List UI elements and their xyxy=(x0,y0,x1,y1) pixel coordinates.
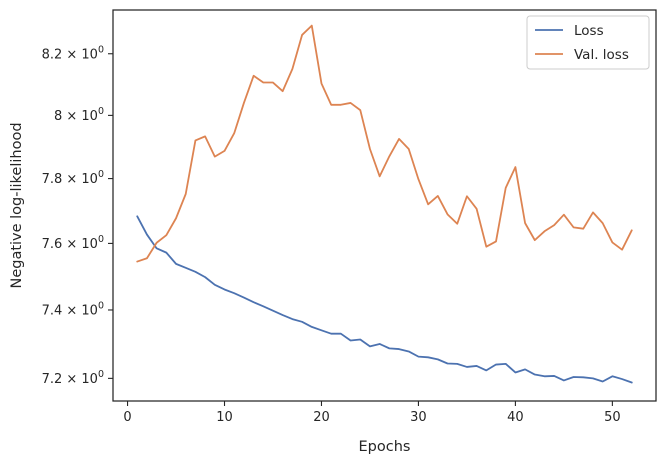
x-tick-label: 10 xyxy=(216,410,233,425)
x-tick-label: 0 xyxy=(123,410,131,425)
series-line-val-loss xyxy=(136,24,633,263)
y-axis-label: Negative log-likelihood xyxy=(9,122,25,288)
y-tick-label: 7.2 × 100 xyxy=(42,369,104,387)
y-tick-label: 8.2 × 100 xyxy=(42,44,104,62)
plot-frame xyxy=(112,9,657,402)
series-layer xyxy=(136,24,633,384)
x-tick-label: 20 xyxy=(313,410,330,425)
plot-background xyxy=(113,10,656,401)
x-axis-label: Epochs xyxy=(359,439,411,455)
x-tick-label: 40 xyxy=(507,410,524,425)
y-tick-label: 7.8 × 100 xyxy=(42,169,104,187)
x-tick-label: 30 xyxy=(410,410,427,425)
legend-label-val-loss: Val. loss xyxy=(574,47,629,63)
legend: Loss Val. loss xyxy=(526,15,650,70)
y-tick-label: 7.6 × 100 xyxy=(42,234,104,252)
y-axis: 7.2 × 100 7.4 × 100 7.6 × 100 7.8 × 100 8 × … xyxy=(42,44,113,387)
series-line-loss xyxy=(136,215,633,384)
x-tick-label: 50 xyxy=(604,410,621,425)
x-axis: 0 10 20 30 40 50 xyxy=(123,401,621,425)
y-tick-label: 8 × 100 xyxy=(54,106,104,124)
y-tick-label: 7.4 × 100 xyxy=(42,300,104,318)
legend-label-loss: Loss xyxy=(574,23,604,39)
